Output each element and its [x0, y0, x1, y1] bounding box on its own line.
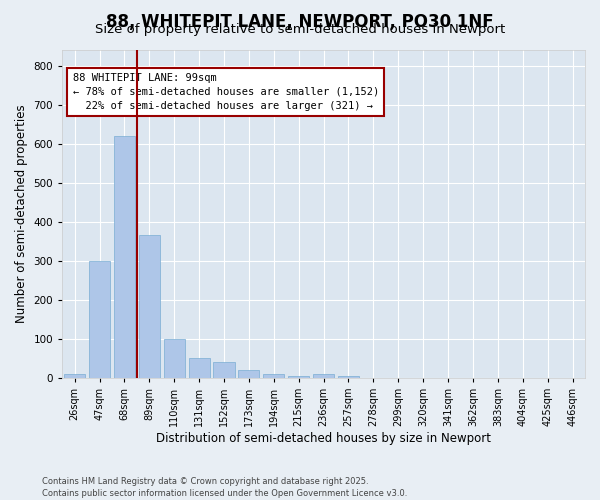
Bar [188, 358, 210, 378]
Text: 88, WHITEPIT LANE, NEWPORT, PO30 1NF: 88, WHITEPIT LANE, NEWPORT, PO30 1NF [106, 12, 494, 30]
Bar [164, 339, 185, 378]
Bar [214, 362, 235, 378]
Text: Contains HM Land Registry data © Crown copyright and database right 2025.
Contai: Contains HM Land Registry data © Crown c… [42, 476, 407, 498]
Bar [263, 374, 284, 378]
Bar [64, 374, 85, 378]
Bar [338, 376, 359, 378]
Text: 88 WHITEPIT LANE: 99sqm
← 78% of semi-detached houses are smaller (1,152)
  22% : 88 WHITEPIT LANE: 99sqm ← 78% of semi-de… [73, 73, 379, 111]
Bar [313, 374, 334, 378]
Y-axis label: Number of semi-detached properties: Number of semi-detached properties [15, 104, 28, 324]
Bar [238, 370, 259, 378]
X-axis label: Distribution of semi-detached houses by size in Newport: Distribution of semi-detached houses by … [156, 432, 491, 445]
Bar [288, 376, 309, 378]
Bar [114, 136, 135, 378]
Text: Size of property relative to semi-detached houses in Newport: Size of property relative to semi-detach… [95, 22, 505, 36]
Bar [89, 261, 110, 378]
Bar [139, 236, 160, 378]
